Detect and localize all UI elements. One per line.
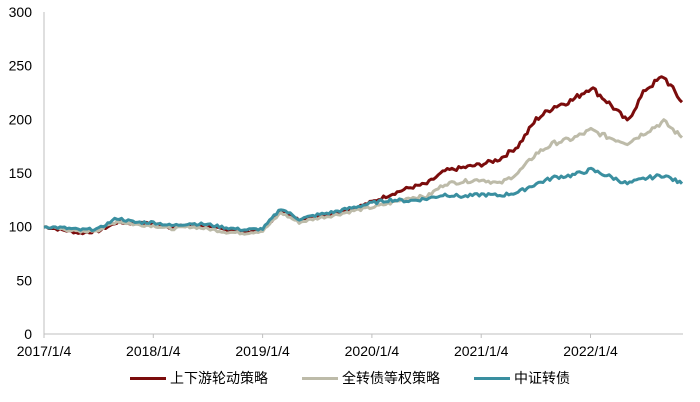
y-tick-label: 250 [9, 58, 33, 74]
legend-label: 上下游轮动策略 [170, 371, 268, 387]
series-lines [43, 75, 684, 236]
series-line-2 [43, 166, 684, 232]
x-tick-label: 2017/1/4 [17, 343, 72, 359]
y-tick-label: 200 [9, 111, 33, 127]
legend-item-rotation-strategy: 上下游轮动策略 [130, 368, 268, 388]
y-tick-label: 150 [9, 165, 33, 181]
legend-swatch-icon [474, 376, 510, 380]
y-tick-label: 300 [9, 4, 33, 20]
legend-item-equal-weight-strategy: 全转债等权策略 [302, 368, 440, 388]
legend-label: 全转债等权策略 [342, 371, 440, 387]
legend-item-csi-convertible-index: 中证转债 [474, 368, 570, 388]
y-tick-label: 0 [24, 326, 32, 342]
legend-swatch-icon [302, 376, 338, 380]
legend: 上下游轮动策略 全转债等权策略 中证转债 [0, 368, 700, 388]
legend-label: 中证转债 [514, 371, 570, 387]
series-line-1 [43, 118, 684, 236]
x-axis: 2017/1/4 2018/1/4 2019/1/4 2020/1/4 2021/1/4… [17, 333, 683, 359]
y-tick-label: 100 [9, 219, 33, 235]
x-tick-label: 2019/1/4 [235, 343, 290, 359]
x-tick-label: 2018/1/4 [126, 343, 181, 359]
y-axis: 0 50 100 150 200 250 300 [9, 4, 45, 342]
legend-swatch-icon [130, 376, 166, 380]
x-tick-label: 2020/1/4 [345, 343, 400, 359]
x-tick-label: 2022/1/4 [563, 343, 618, 359]
series-line-0 [43, 75, 684, 236]
y-tick-label: 50 [16, 272, 32, 288]
x-tick-label: 2021/1/4 [454, 343, 509, 359]
